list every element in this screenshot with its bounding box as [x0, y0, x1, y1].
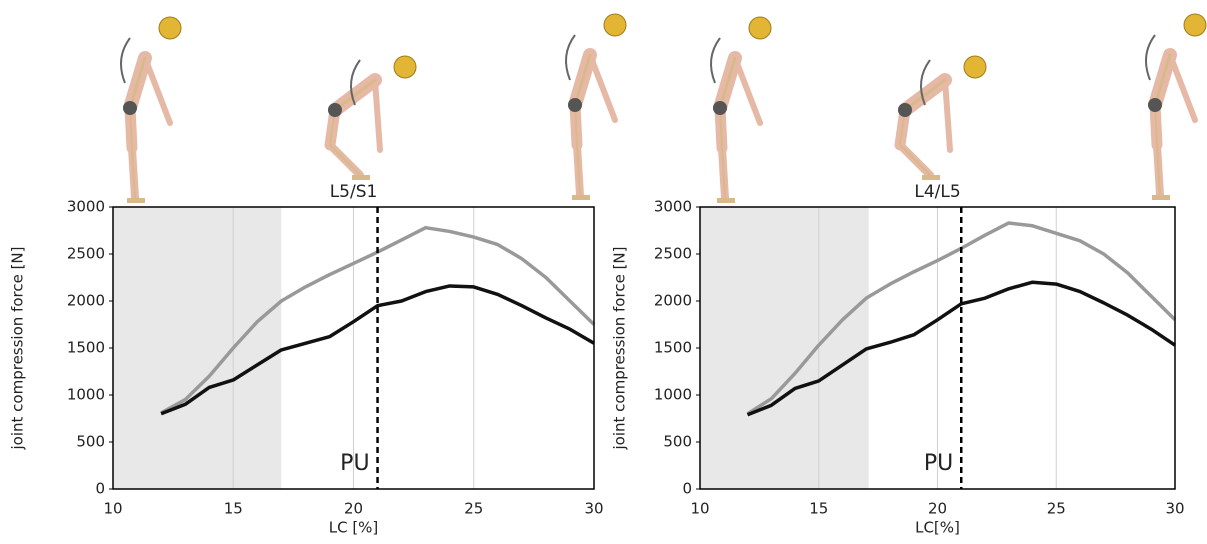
foot	[717, 198, 735, 203]
x-tick-label: 25	[464, 500, 483, 518]
head	[603, 13, 627, 37]
y-tick-label: 0	[95, 480, 105, 498]
pelvis	[328, 103, 342, 117]
limb	[128, 56, 147, 110]
y-tick-label: 2500	[67, 245, 105, 263]
y-tick-label: 500	[76, 433, 105, 451]
head	[963, 55, 987, 79]
limb	[329, 144, 361, 176]
limb	[1153, 53, 1172, 107]
x-tick-label: 30	[1165, 500, 1184, 518]
foot	[922, 175, 940, 180]
y-tick-label: 2500	[654, 245, 692, 263]
y-axis-label: joint compression force [N]	[611, 246, 629, 450]
x-tick-label: 20	[344, 500, 363, 518]
spine-marker	[120, 37, 131, 84]
limb	[899, 144, 931, 176]
y-tick-label: 3000	[67, 198, 105, 216]
foot	[352, 175, 370, 180]
spine-marker	[920, 59, 931, 106]
limb	[1167, 52, 1198, 123]
y-tick-label: 1000	[67, 386, 105, 404]
y-tick-label: 1500	[67, 339, 105, 357]
skeleton-figure	[1145, 13, 1207, 200]
limb	[142, 55, 173, 126]
skeleton-figure	[120, 16, 182, 203]
y-axis-label: joint compression force [N]	[9, 246, 27, 450]
head	[1183, 13, 1207, 37]
skeleton-figure	[565, 13, 627, 200]
limb	[131, 147, 136, 199]
skeleton-figure	[324, 55, 417, 180]
y-tick-label: 1500	[654, 339, 692, 357]
limb	[942, 77, 953, 153]
limb	[587, 52, 618, 123]
limb	[721, 147, 726, 199]
x-tick-label: 10	[690, 500, 709, 518]
foot	[127, 198, 145, 203]
y-tick-label: 2000	[654, 292, 692, 310]
foot	[572, 195, 590, 200]
limb	[333, 78, 377, 112]
x-axis-label: LC[%]	[915, 519, 960, 537]
pelvis	[713, 101, 727, 115]
y-tick-label: 3000	[654, 198, 692, 216]
y-tick-label: 1000	[654, 386, 692, 404]
pelvis	[898, 103, 912, 117]
y-tick-label: 2000	[67, 292, 105, 310]
limb	[903, 78, 947, 112]
x-axis-label: LC [%]	[329, 519, 379, 537]
head	[393, 55, 417, 79]
plot-frame	[699, 206, 1176, 490]
x-tick-label: 15	[809, 500, 828, 518]
x-tick-label: 20	[928, 500, 947, 518]
spine-marker	[710, 37, 721, 84]
spine-marker	[1145, 34, 1156, 81]
pelvis	[1148, 98, 1162, 112]
x-tick-label: 30	[584, 500, 603, 518]
skeleton-figure	[894, 55, 987, 180]
head	[158, 16, 182, 40]
limb	[1156, 144, 1161, 196]
series-line	[160, 284, 595, 416]
x-tick-label: 10	[103, 500, 122, 518]
limb	[732, 55, 763, 126]
skeleton-figure	[710, 16, 772, 203]
series-line	[746, 280, 1176, 417]
limb	[576, 144, 581, 196]
spine-marker	[565, 34, 576, 81]
x-tick-label: 25	[1047, 500, 1066, 518]
y-tick-label: 500	[663, 433, 692, 451]
limb	[573, 53, 592, 107]
limb	[718, 56, 737, 110]
x-tick-label: 15	[224, 500, 243, 518]
spine-marker	[350, 59, 361, 106]
head	[748, 16, 772, 40]
foot	[1152, 195, 1170, 200]
pelvis	[568, 98, 582, 112]
y-tick-label: 0	[682, 480, 692, 498]
annotation-label: PU	[924, 451, 953, 476]
shaded-region	[700, 207, 869, 489]
pelvis	[123, 101, 137, 115]
limb	[372, 77, 383, 153]
plot-frame	[112, 206, 595, 490]
annotation-label: PU	[340, 451, 369, 476]
chart-title: L4/L5	[914, 182, 960, 202]
shaded-region	[113, 207, 282, 489]
chart-title: L5/S1	[330, 182, 378, 202]
